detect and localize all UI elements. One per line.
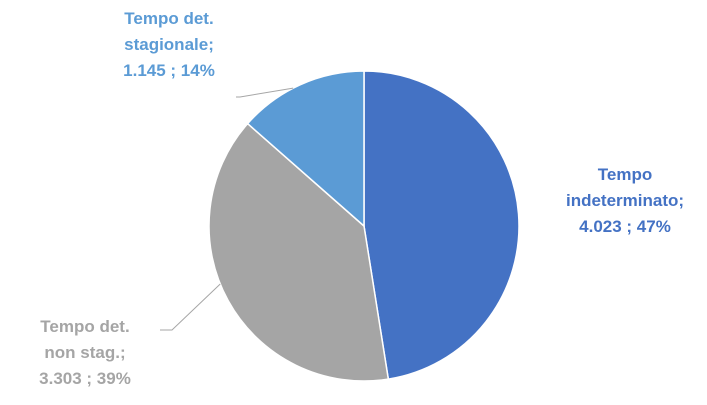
leader-line-tempo-det-stagionale	[236, 87, 294, 98]
leader-line-tempo-det-non-stag	[160, 283, 221, 331]
slice-tempo-det-stagionale	[246, 70, 365, 228]
slice-label-tempo-indeterminato: Tempo indeterminato; 4.023 ; 47%	[565, 165, 685, 236]
slice-tempo-det-non-stag	[208, 122, 390, 382]
slice-tempo-indeterminato	[363, 70, 520, 380]
slice-label-tempo-det-stagionale: Tempo det. stagionale; 1.145 ; 14%	[123, 9, 215, 80]
slice-label-tempo-det-non-stag: Tempo det. non stag.; 3.303 ; 39%	[39, 317, 131, 388]
